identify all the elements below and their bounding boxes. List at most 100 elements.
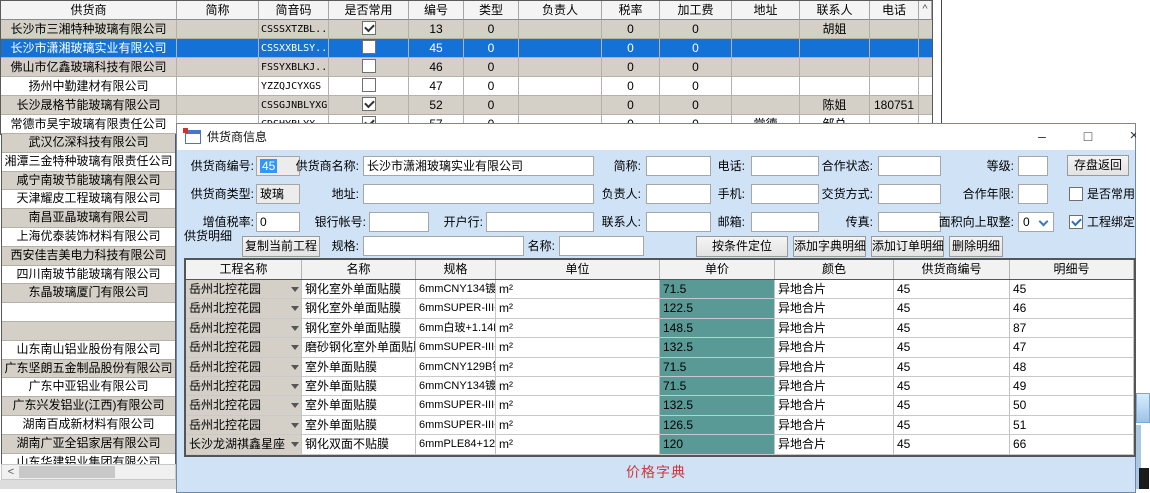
scroll-up-icon[interactable]: ^ <box>922 3 928 15</box>
vertical-scrollbar-track[interactable] <box>919 77 932 96</box>
name-filter-input[interactable] <box>559 236 644 256</box>
list-item[interactable]: 武汉亿深科技有限公司 <box>2 134 175 153</box>
cell-manager[interactable] <box>519 39 602 58</box>
spec-cell[interactable]: 6mmSUPER-III+12A(硅... <box>416 299 496 319</box>
unit-cell[interactable]: m² <box>496 396 660 416</box>
vertical-scrollbar-track[interactable] <box>919 20 932 96</box>
detail-row[interactable]: 岳州北控花园磨砂钢化室外单面贴膜6mmSUPER-III+12A(硅...m²1… <box>186 338 1134 358</box>
add-dict-detail-button[interactable]: 添加字典明细 <box>793 236 866 257</box>
maximize-button[interactable]: □ <box>1083 128 1093 144</box>
color-cell[interactable]: 异地合片 <box>775 357 894 377</box>
detail-no-cell[interactable]: 45 <box>1010 280 1134 300</box>
spec-cell[interactable]: 6mmSUPER-III+12A(硅... <box>416 396 496 416</box>
combo-dropdown-icon[interactable] <box>291 442 299 448</box>
list-item[interactable]: 山东华建铝业集团有限公司 <box>2 453 175 464</box>
cell-no[interactable]: 45 <box>409 39 464 58</box>
cell-no[interactable]: 46 <box>409 58 464 77</box>
spec-cell[interactable]: 6mmSUPER-III+12A(硅... <box>416 415 496 436</box>
cell-tax[interactable]: 0 <box>602 96 660 115</box>
detail-no-cell[interactable]: 66 <box>1010 435 1134 455</box>
list-item[interactable]: 广东兴发铝业(江西)有限公司 <box>2 397 175 416</box>
cell-code[interactable]: YZZQJCYXGS <box>259 77 329 96</box>
supplier-no-cell[interactable]: 45 <box>894 338 1010 358</box>
detail-column-header[interactable]: 工程名称 <box>186 260 302 279</box>
list-item[interactable]: 咸宁南玻节能玻璃有限公司 <box>2 171 175 191</box>
color-cell[interactable]: 异地合片 <box>775 280 894 300</box>
cell-supplier[interactable]: 长沙晟格节能玻璃有限公司 <box>1 96 177 115</box>
column-header[interactable]: 简称 <box>177 1 259 20</box>
cell-tax[interactable]: 0 <box>602 20 660 39</box>
cell-no[interactable]: 47 <box>409 77 464 96</box>
cell-manager[interactable] <box>519 77 602 96</box>
name-cell[interactable]: 室外单面贴膜 <box>302 415 416 436</box>
cell-type[interactable]: 0 <box>464 39 519 58</box>
supplier-name-field[interactable]: 长沙市潇湘玻璃实业有限公司 <box>363 156 594 176</box>
cell-type[interactable]: 0 <box>464 58 519 77</box>
list-item[interactable]: 东晶玻璃厦门有限公司 <box>2 284 175 304</box>
table-row[interactable]: 佛山市亿鑫玻璃科技有限公司 FSSYXBLKJ.. 46 0 0 0 <box>1 58 932 77</box>
project-bind-checkbox[interactable]: 工程绑定 <box>1069 212 1135 232</box>
checkbox-icon[interactable] <box>361 21 376 36</box>
cell-code[interactable]: FSSYXBLKJ.. <box>259 58 329 77</box>
cell-manager[interactable] <box>519 58 602 77</box>
supplier-no-field[interactable]: 45 <box>256 156 300 176</box>
detail-row[interactable]: 岳州北控花园室外单面贴膜6mmSUPER-III+12A(硅...m²126.5… <box>186 415 1134 436</box>
common-use-cell[interactable] <box>329 77 409 96</box>
horizontal-scrollbar[interactable]: < <box>1 464 176 480</box>
spec-filter-input[interactable] <box>363 236 524 256</box>
color-cell[interactable]: 异地合片 <box>775 435 894 455</box>
project-name-cell[interactable]: 岳州北控花园 <box>186 396 302 416</box>
cell-fee[interactable]: 0 <box>660 77 732 96</box>
vertical-scrollbar[interactable]: ^ <box>919 1 932 20</box>
vertical-scrollbar-track[interactable] <box>919 58 932 77</box>
vertical-scrollbar-track[interactable] <box>919 96 932 115</box>
column-header[interactable]: 是否常用 <box>329 1 409 20</box>
detail-column-header[interactable]: 规格 <box>416 260 496 279</box>
cell-manager[interactable] <box>519 96 602 115</box>
list-item[interactable]: 湖南百成新材料有限公司 <box>2 415 175 435</box>
cell-tax[interactable]: 0 <box>602 58 660 77</box>
combo-dropdown-icon[interactable] <box>291 325 299 331</box>
project-name-cell[interactable]: 岳州北控花园 <box>186 357 302 377</box>
abbr-field[interactable] <box>646 156 711 176</box>
column-header[interactable]: 供货商 <box>1 1 177 20</box>
project-name-cell[interactable]: 岳州北控花园 <box>186 376 302 397</box>
project-name-cell[interactable]: 岳州北控花园 <box>186 318 302 339</box>
cell-addr[interactable] <box>732 77 800 96</box>
price-cell[interactable]: 71.5 <box>660 280 775 300</box>
spec-cell[interactable]: 6mmPLE84+12A(硅酮胶... <box>416 435 496 455</box>
checkbox-icon[interactable] <box>1069 186 1083 201</box>
cell-fee[interactable]: 0 <box>660 20 732 39</box>
supplier-no-cell[interactable]: 45 <box>894 357 1010 377</box>
checkbox-icon[interactable] <box>361 78 376 93</box>
area-round-up-dropdown[interactable]: 0 <box>1018 212 1054 232</box>
list-item[interactable]: 山东南山铝业股份有限公司 <box>2 340 175 360</box>
price-cell[interactable]: 122.5 <box>660 299 775 319</box>
column-header[interactable]: 加工费 <box>660 1 732 20</box>
cell-phone[interactable] <box>870 39 919 58</box>
address-field[interactable] <box>363 184 594 204</box>
cell-supplier[interactable]: 长沙市潇湘玻璃实业有限公司 <box>1 39 177 58</box>
cell-abbr[interactable] <box>177 77 259 96</box>
cell-type[interactable]: 0 <box>464 96 519 115</box>
detail-row[interactable]: 岳州北控花园钢化室外单面贴膜6mm白玻+1.14PVB+6mm...m²148.… <box>186 318 1134 339</box>
column-header[interactable]: 税率 <box>602 1 660 20</box>
list-item[interactable] <box>2 321 175 341</box>
project-name-cell[interactable]: 岳州北控花园 <box>186 299 302 319</box>
cell-contact[interactable] <box>800 77 870 96</box>
supplier-no-cell[interactable]: 45 <box>894 415 1010 436</box>
save-return-button[interactable]: 存盘返回 <box>1067 155 1129 176</box>
cell-fee[interactable]: 0 <box>660 39 732 58</box>
list-item[interactable]: 天津耀皮工程玻璃有限公司 <box>2 190 175 210</box>
detail-row[interactable]: 长沙龙湖祺鑫星座钢化双面不贴膜6mmPLE84+12A(硅酮胶...m²120异… <box>186 435 1134 455</box>
color-cell[interactable]: 异地合片 <box>775 338 894 358</box>
spec-cell[interactable]: 6mmSUPER-III+12A(硅... <box>416 338 496 358</box>
copy-project-button[interactable]: 复制当前工程 <box>242 236 320 257</box>
close-button[interactable]: × <box>1129 127 1139 144</box>
name-cell[interactable]: 钢化双面不贴膜 <box>302 435 416 455</box>
detail-column-header[interactable]: 颜色 <box>775 260 894 279</box>
list-item[interactable]: 南昌亚晶玻璃有限公司 <box>2 209 175 228</box>
name-cell[interactable]: 钢化室外单面贴膜 <box>302 280 416 300</box>
